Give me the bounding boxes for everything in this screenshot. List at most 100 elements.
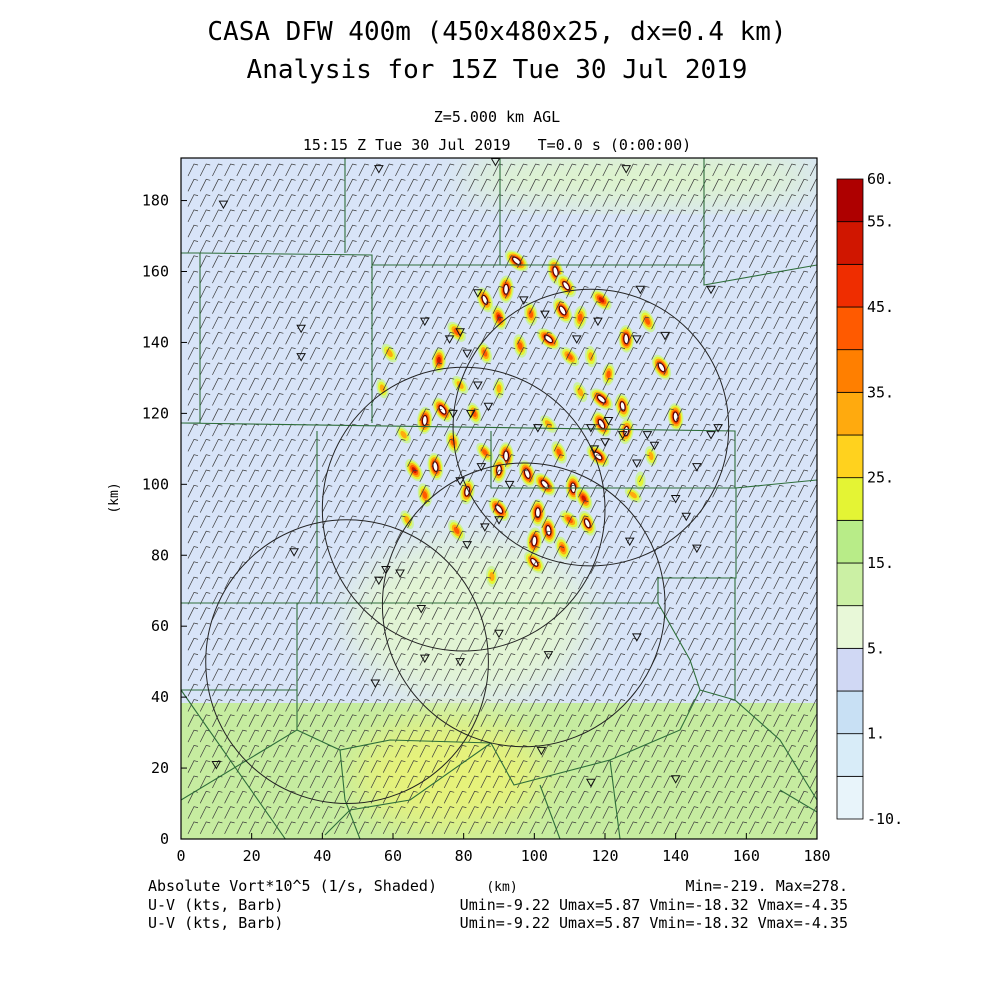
colorbar-segment	[836, 690, 864, 735]
colorbar-segment	[836, 605, 864, 649]
station-marker	[631, 459, 642, 469]
station-marker	[472, 289, 483, 298]
stats-right-3: Umin=-9.22 Umax=5.87 Vmin=-18.32 Vmax=-4…	[460, 914, 848, 932]
colorbar-segment	[836, 775, 864, 820]
station-marker	[536, 746, 547, 756]
vortex-cell	[573, 382, 588, 403]
chart-title: CASA DFW 400m (450x480x25, dx=0.4 km)	[207, 17, 786, 47]
station-marker	[624, 537, 635, 547]
station-marker	[444, 335, 455, 344]
vortex-cell	[645, 446, 657, 466]
vortex-cell	[427, 452, 444, 481]
x-tick-label: 0	[176, 847, 185, 865]
vortex-cell	[551, 441, 567, 464]
station-marker	[465, 409, 476, 419]
colorbar-segment	[836, 647, 864, 692]
y-tick-label: 120	[142, 404, 169, 422]
central-green-patch	[350, 540, 590, 700]
station-marker	[455, 477, 465, 486]
stats-right-1: Min=-219. Max=278.	[685, 877, 848, 895]
y-tick-label: 60	[151, 617, 169, 635]
colorbar-segment	[836, 519, 864, 564]
station-marker	[504, 480, 515, 490]
station-marker	[649, 441, 660, 451]
colorbar-label: -10.	[867, 810, 903, 828]
wind-barbs-layer	[187, 163, 817, 835]
vortex-cell	[476, 442, 494, 463]
station-marker	[289, 548, 299, 557]
station-marker	[296, 324, 306, 334]
vortex-cell	[476, 287, 494, 313]
radar-ring	[321, 366, 606, 652]
vortex-cell	[584, 346, 597, 368]
colorbar-segment	[836, 263, 864, 308]
station-marker	[631, 633, 642, 642]
vortex-cell	[667, 403, 684, 431]
colorbar-label: 25.	[867, 469, 894, 487]
chart-subtitle: Analysis for 15Z Tue 30 Jul 2019	[247, 55, 748, 85]
station-marker	[660, 331, 670, 341]
y-tick-label: 0	[160, 830, 169, 848]
station-marker	[586, 424, 596, 433]
colorbar-segment	[836, 178, 864, 223]
colorbar-label: 5.	[867, 639, 885, 657]
radar-range-rings	[205, 288, 730, 805]
station-marker	[218, 200, 229, 210]
colorbar-segment	[836, 306, 864, 351]
station-marker	[395, 569, 405, 578]
station-marker	[540, 310, 550, 320]
vortex-cell	[602, 363, 615, 386]
colorbar-segment	[836, 391, 864, 436]
station-marker	[455, 328, 465, 337]
station-marker	[211, 761, 222, 770]
station-marker	[635, 285, 646, 295]
vortex-cell	[578, 510, 596, 536]
top-green-patch	[460, 158, 817, 204]
station-marker	[681, 512, 692, 522]
station-marker	[483, 402, 494, 412]
station-marker	[419, 654, 430, 664]
y-axis-label: (km)	[107, 482, 122, 513]
stats-left-3: U-V (kts, Barb)	[148, 914, 283, 932]
station-marker	[455, 658, 465, 667]
station-marker	[480, 523, 490, 532]
colorbar-label: 60.	[867, 170, 894, 188]
vortex-cell	[505, 250, 529, 272]
station-marker	[296, 353, 306, 362]
x-axis: 0 20 40 60 80 100 120 140 160 180	[176, 833, 831, 865]
colorbar-label: 55.	[867, 213, 894, 231]
vortex-cell	[498, 275, 514, 303]
vortex-cell	[488, 497, 510, 522]
vortex-cell	[513, 334, 528, 358]
station-marker	[518, 296, 529, 305]
y-tick-label: 140	[142, 333, 169, 351]
time-label: 15:15 Z Tue 30 Jul 2019 T=0.0 s (0:00:00…	[303, 136, 691, 154]
vortex-cell	[624, 487, 642, 503]
station-marker	[631, 335, 642, 344]
station-markers	[211, 158, 723, 788]
colorbar-label: 35.	[867, 383, 894, 401]
vortex-cell	[431, 347, 446, 373]
stats-left-2: U-V (kts, Barb)	[148, 896, 283, 914]
radar-ring	[452, 288, 730, 567]
y-tick-label: 80	[151, 546, 169, 564]
vortex-cell	[573, 305, 587, 330]
radar-ring	[205, 519, 489, 805]
county-boundaries	[181, 158, 817, 839]
station-marker	[642, 431, 653, 440]
vortex-cell	[445, 430, 461, 454]
station-marker	[617, 431, 628, 440]
colorbar: 60. 55. 45. 35. 25. 15. 5. 1. -10.	[836, 170, 903, 828]
station-marker	[494, 516, 504, 525]
station-marker	[462, 349, 473, 359]
y-tick-label: 160	[142, 263, 169, 281]
colorbar-label: 45.	[867, 298, 894, 316]
station-marker	[370, 679, 381, 688]
vortex-cell	[651, 354, 672, 380]
station-marker	[472, 381, 483, 391]
vortex-cell	[559, 510, 580, 530]
vortex-cell	[396, 425, 412, 444]
station-marker	[692, 463, 702, 472]
stats-left-1: Absolute Vort*10^5 (1/s, Shaded)	[148, 877, 437, 895]
